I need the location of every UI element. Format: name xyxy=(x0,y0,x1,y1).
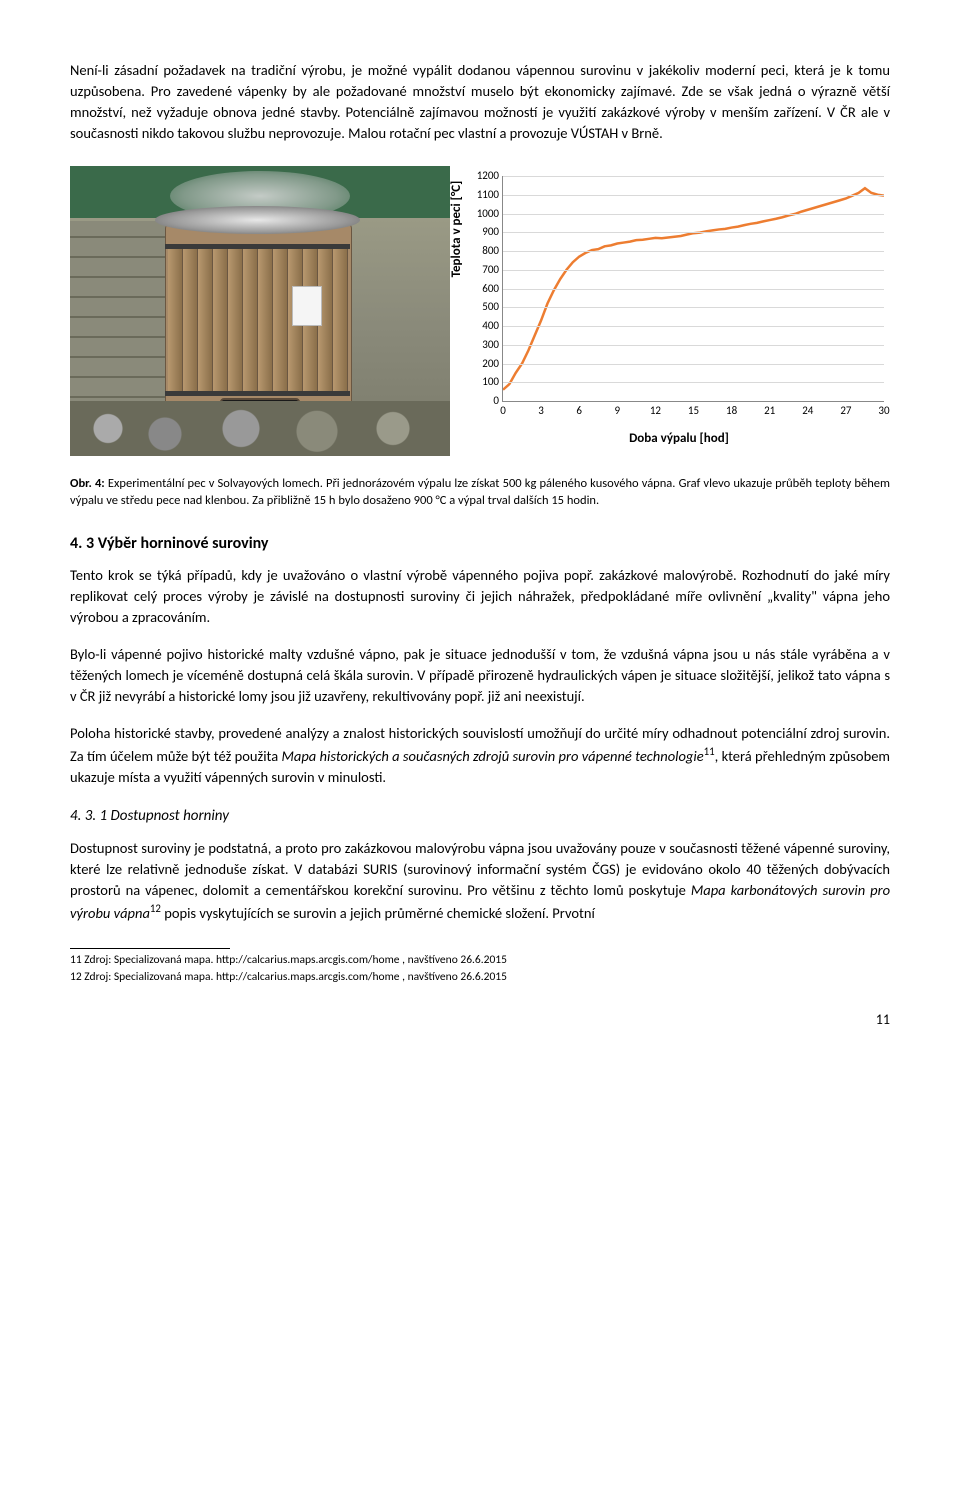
footnote-separator xyxy=(70,948,230,949)
footnote-11: 11 Zdroj: Specializovaná mapa. http://ca… xyxy=(70,953,890,969)
caption-text: Experimentální pec v Solvayových lomech.… xyxy=(70,476,890,508)
page-number: 11 xyxy=(70,1010,890,1030)
section-4-3-heading: 4. 3 Výběr horninové suroviny xyxy=(70,532,890,555)
chart-xlabel: Doba výpalu [hod] xyxy=(468,430,890,449)
figure-4-row: Teplota v peci [°C] 01002003004005006007… xyxy=(70,166,890,466)
paragraph-4: Poloha historické stavby, provedené anal… xyxy=(70,723,890,788)
chart-ylabel: Teplota v peci [°C] xyxy=(448,181,467,278)
caption-lead: Obr. 4: xyxy=(70,476,105,491)
footnote-12: 12 Zdroj: Specializovaná mapa. http://ca… xyxy=(70,970,890,986)
paragraph-1: Není-li zásadní požadavek na tradiční vý… xyxy=(70,60,890,144)
figure-4-caption: Obr. 4: Experimentální pec v Solvayových… xyxy=(70,476,890,510)
paragraph-5: Dostupnost suroviny je podstatná, a prot… xyxy=(70,838,890,924)
paragraph-2: Tento krok se týká případů, kdy je uvažo… xyxy=(70,565,890,628)
section-4-3-1-heading: 4. 3. 1 Dostupnost horniny xyxy=(70,806,890,828)
paragraph-3: Bylo-li vápenné pojivo historické malty … xyxy=(70,644,890,707)
kiln-photo xyxy=(70,166,450,456)
temperature-chart: Teplota v peci [°C] 01002003004005006007… xyxy=(468,166,890,466)
